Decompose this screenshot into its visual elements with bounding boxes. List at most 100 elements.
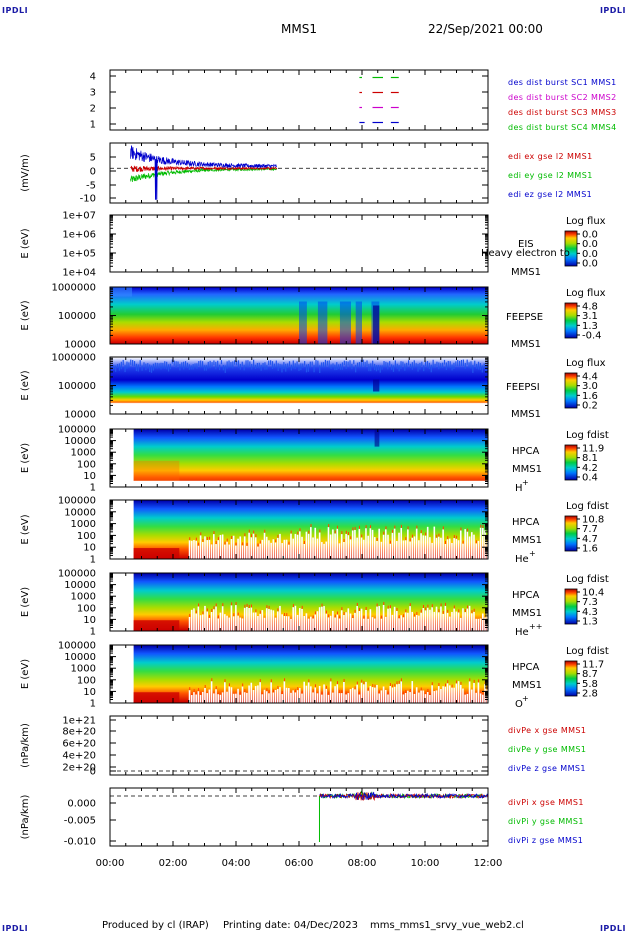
feepsi-speckle bbox=[135, 363, 138, 372]
hpca-white-speckle bbox=[265, 608, 268, 631]
feepsi-speckle bbox=[385, 361, 387, 368]
hpca-white-speckle bbox=[384, 616, 387, 631]
edi-series-z bbox=[130, 145, 278, 200]
hpca-edge-speckle bbox=[224, 679, 226, 683]
hpca-white-speckle bbox=[435, 606, 438, 631]
colorbar-title: Log fdist bbox=[566, 574, 609, 585]
hpca-white-speckle bbox=[466, 608, 469, 631]
feepsi-speckle bbox=[273, 363, 275, 368]
hpca-white-speckle bbox=[307, 682, 310, 703]
hpca-white-speckle bbox=[457, 681, 460, 703]
hpca-white-speckle bbox=[312, 537, 314, 559]
y-tick-label: -10 bbox=[80, 194, 96, 205]
y-axis-label: E (eV) bbox=[20, 514, 31, 544]
hpca-white-speckle bbox=[248, 685, 250, 703]
feepsi-speckle bbox=[436, 361, 438, 366]
hpca-white-speckle bbox=[411, 537, 414, 559]
hpca-white-speckle bbox=[281, 694, 283, 703]
hpca-white-speckle bbox=[475, 543, 477, 559]
feepsi-speckle bbox=[145, 363, 147, 371]
hpca-white-speckle bbox=[254, 537, 257, 559]
hpca-edge-speckle bbox=[215, 686, 217, 690]
instrument-label: HPCA bbox=[512, 446, 540, 457]
hpca-edge-speckle bbox=[475, 540, 477, 544]
feepsi-speckle bbox=[260, 364, 262, 371]
feepsi-speckle bbox=[139, 360, 141, 367]
hpca-white-speckle bbox=[479, 693, 482, 703]
feepsi-speckle bbox=[398, 365, 400, 372]
hpca-white-speckle bbox=[210, 681, 213, 703]
y-axis-label: E (eV) bbox=[20, 587, 31, 617]
hpca-white-speckle bbox=[402, 694, 405, 703]
hpca-edge-speckle bbox=[431, 682, 433, 686]
hpca-edge-speckle bbox=[438, 609, 440, 613]
hpca-edge-speckle bbox=[339, 690, 341, 694]
hpca-white-speckle bbox=[224, 614, 226, 631]
hpca-white-speckle bbox=[332, 610, 334, 631]
hpca-white-speckle bbox=[261, 694, 264, 703]
hpca-white-speckle bbox=[470, 613, 473, 631]
hpca-edge-speckle bbox=[281, 691, 283, 695]
hpca-white-speckle bbox=[369, 686, 372, 703]
feepsi-speckle bbox=[271, 361, 274, 370]
feepsi-speckle bbox=[449, 361, 451, 369]
hpca-white-speckle bbox=[287, 688, 290, 703]
hpca-white-speckle bbox=[356, 537, 358, 559]
hpca-white-speckle bbox=[365, 609, 367, 631]
feepsi-speckle bbox=[296, 361, 298, 368]
feepsi-speckle bbox=[355, 364, 357, 373]
hpca-edge-speckle bbox=[235, 602, 237, 606]
hpca-white-speckle bbox=[215, 544, 217, 559]
feepsi-speckle bbox=[481, 365, 483, 373]
colorbar-tick-label: 1.6 bbox=[582, 544, 598, 555]
hpca-edge-speckle bbox=[244, 689, 246, 693]
hpca-edge-speckle bbox=[469, 678, 471, 682]
hpca-white-speckle bbox=[232, 693, 235, 703]
feepsi-speckle bbox=[356, 362, 359, 367]
hpca-white-speckle bbox=[252, 690, 255, 703]
hpca-white-speckle bbox=[448, 685, 451, 703]
legend-entry: divPi x gse MMS1 bbox=[508, 798, 584, 807]
feepsi-speckle bbox=[277, 363, 279, 371]
hpca-white-speckle bbox=[426, 607, 429, 631]
hpca-white-speckle bbox=[396, 540, 398, 559]
y-tick-label: -0.010 bbox=[64, 837, 96, 848]
colorbar bbox=[564, 302, 578, 339]
hpca-edge-speckle bbox=[376, 537, 378, 541]
hpca-white-speckle bbox=[420, 612, 422, 631]
feepsi-speckle bbox=[392, 365, 395, 372]
colorbar-tick-label: 3.0 bbox=[582, 381, 598, 392]
feepsi-speckle bbox=[353, 360, 355, 365]
species-label: He bbox=[515, 554, 529, 565]
feepsi-speckle bbox=[309, 361, 311, 368]
hpca-edge-speckle bbox=[213, 606, 215, 610]
feepsi-speckle bbox=[209, 360, 211, 369]
hpca-white-speckle bbox=[199, 535, 202, 559]
feepsi-speckle bbox=[237, 360, 240, 368]
colorbar-tick-label: 0.0 bbox=[582, 230, 598, 241]
feepsi-speckle bbox=[298, 364, 300, 372]
x-tick-label: 00:00 bbox=[96, 858, 125, 869]
hpca-edge-speckle bbox=[420, 530, 422, 534]
feepsi-speckle bbox=[283, 362, 285, 370]
y-tick-label: 0 bbox=[90, 767, 96, 778]
hpca-edge-speckle bbox=[356, 681, 358, 685]
colorbar bbox=[564, 515, 578, 552]
hpca-white-speckle bbox=[290, 618, 292, 631]
feepsi-speckle bbox=[288, 361, 291, 367]
hpca-edge-speckle bbox=[414, 613, 416, 617]
hpca-white-speckle bbox=[241, 686, 244, 703]
feepsi-speckle bbox=[366, 360, 368, 366]
hpca-edge-speckle bbox=[336, 525, 338, 529]
feepsi-speckle bbox=[334, 364, 336, 371]
hpca-white-speckle bbox=[250, 537, 253, 559]
hpca-white-speckle bbox=[345, 612, 347, 631]
footer-produced-by: Produced by cl (IRAP) bbox=[102, 920, 209, 931]
hpca-edge-speckle bbox=[359, 691, 361, 695]
y-tick-label: 8e+20 bbox=[62, 727, 96, 738]
hpca-white-speckle bbox=[446, 612, 449, 631]
hpca-edge-speckle bbox=[389, 540, 391, 544]
hpca-edge-speckle bbox=[301, 605, 303, 609]
colorbar-tick-label: 0.0 bbox=[582, 259, 598, 270]
hpca-edge-speckle bbox=[297, 687, 299, 691]
